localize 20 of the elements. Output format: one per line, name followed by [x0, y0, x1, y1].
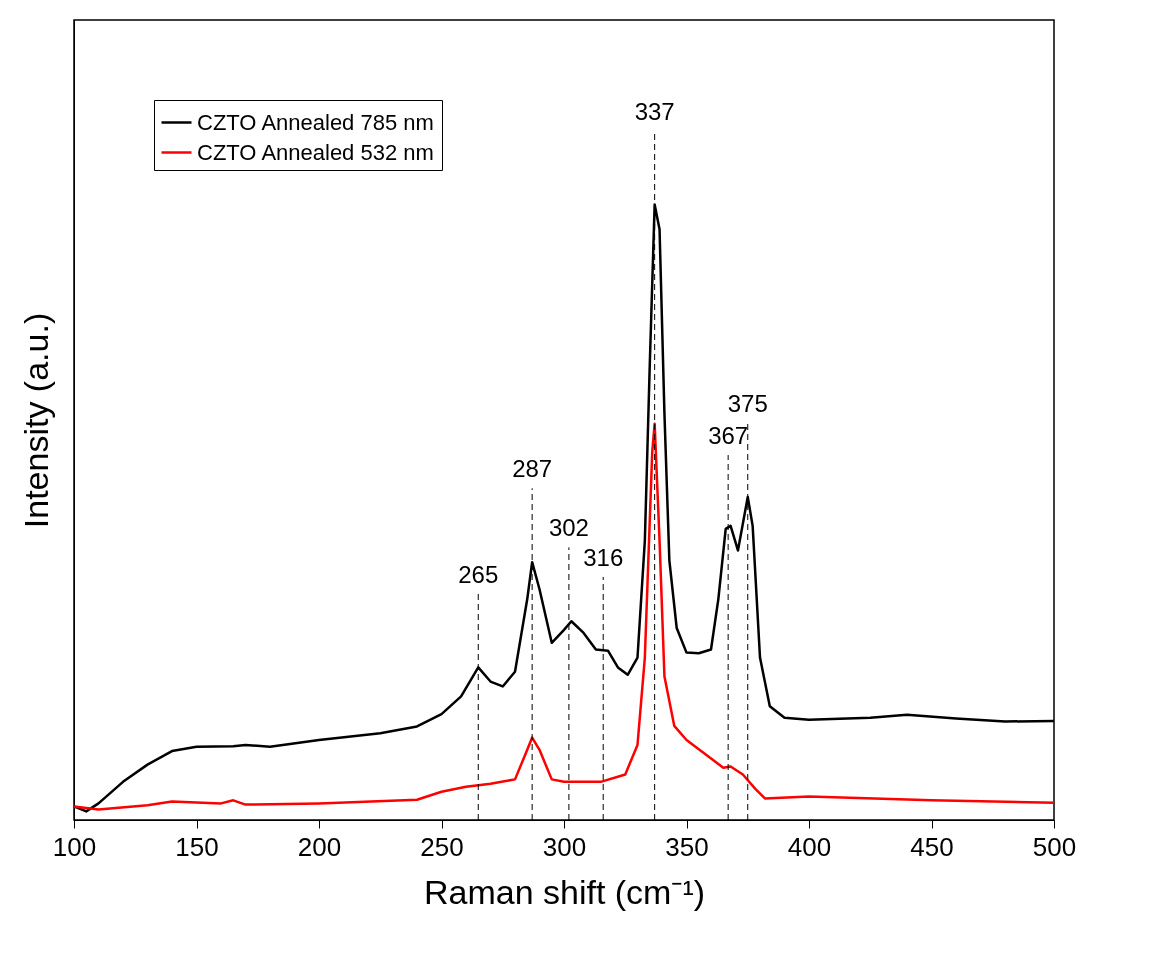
x-tick-label: 350 [665, 831, 709, 862]
ref-line-label: 367 [708, 422, 749, 450]
y-axis-title: Intensity (a.u.) [16, 312, 55, 529]
x-tick-label: 500 [1032, 831, 1077, 862]
x-tick-label: 450 [910, 831, 954, 862]
ref-line-label: 287 [512, 455, 553, 483]
x-tick-label: 400 [787, 831, 832, 862]
ref-line-label: 302 [548, 514, 589, 542]
x-tick-label: 300 [542, 831, 587, 862]
legend-label: CZTO Annealed 785 nm [197, 109, 434, 135]
ref-line-label: 375 [727, 390, 768, 418]
ref-line-label: 265 [458, 560, 499, 588]
ref-line-label: 316 [583, 543, 624, 571]
legend-label: CZTO Annealed 532 nm [197, 139, 434, 165]
x-tick-label: 150 [175, 831, 219, 862]
x-tick-label: 100 [52, 831, 97, 862]
x-tick-label: 250 [420, 831, 464, 862]
ref-line-label: 337 [634, 97, 675, 125]
x-axis-title: Raman shift (cm⁻¹) [423, 872, 706, 911]
x-tick-label: 200 [297, 831, 342, 862]
